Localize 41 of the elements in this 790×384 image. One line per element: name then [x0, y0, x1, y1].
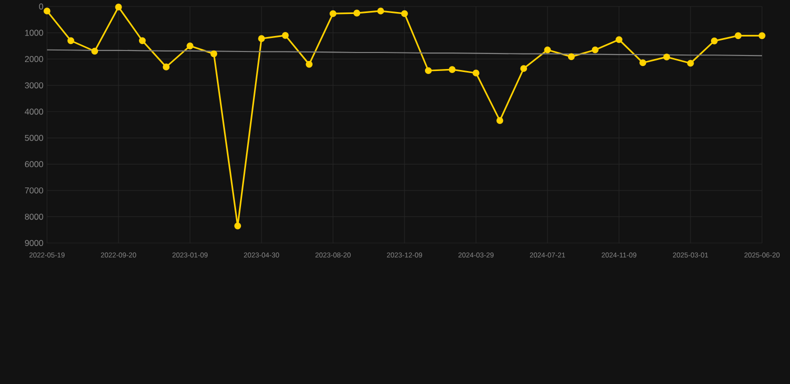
point [210, 50, 218, 58]
point [306, 60, 313, 68]
y-tick-label: 2000 [24, 56, 44, 62]
point [67, 37, 74, 44]
point [353, 10, 360, 16]
point [472, 70, 480, 76]
point [282, 32, 289, 39]
y-tick-label: 7000 [25, 187, 44, 194]
point [544, 46, 551, 54]
y-tick-label: 0 [39, 4, 44, 10]
y-tick-label: 4000 [24, 108, 44, 115]
point [639, 59, 646, 66]
point [568, 53, 575, 60]
point [520, 65, 528, 72]
point [496, 117, 504, 124]
point [234, 222, 242, 230]
point [401, 10, 408, 18]
point [115, 4, 122, 10]
point [44, 8, 50, 14]
point [91, 48, 98, 55]
point [424, 67, 432, 74]
point [758, 32, 766, 40]
y-tick-label: 3000 [24, 82, 44, 88]
point [687, 60, 694, 67]
point [162, 64, 170, 70]
y-tick-label: 9000 [24, 240, 44, 246]
point [258, 35, 265, 42]
point [138, 37, 146, 44]
point [186, 42, 194, 50]
y-tick-label: 8000 [24, 214, 44, 220]
point [448, 66, 456, 73]
y-tick-label: 6000 [25, 161, 44, 168]
point [734, 32, 742, 40]
point [710, 38, 718, 44]
point [616, 36, 622, 44]
point [592, 46, 599, 54]
point [377, 8, 384, 14]
y-tick-label: 5000 [24, 134, 44, 141]
y-tick-label: 1000 [25, 30, 44, 36]
point [330, 10, 336, 18]
point [663, 54, 670, 60]
